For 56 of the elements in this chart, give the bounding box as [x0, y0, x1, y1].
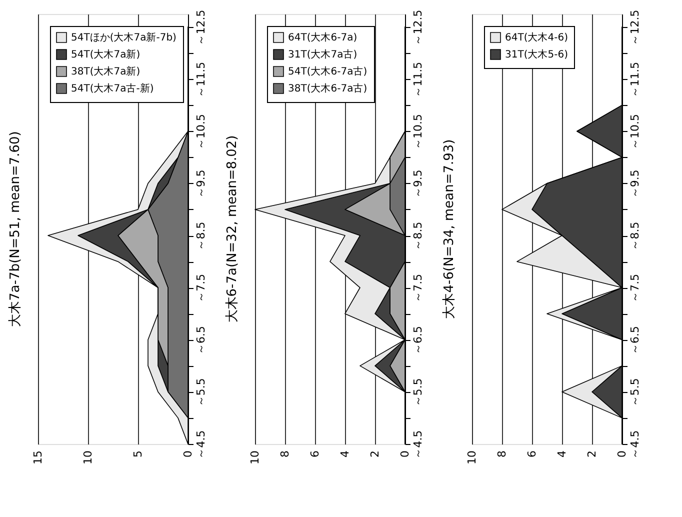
- x-tick-label: 8: [278, 450, 292, 458]
- x-tick-label: 0: [182, 450, 194, 458]
- y-tick-label: ～8.5: [412, 222, 424, 250]
- legend-label: 31T(大木7a古): [288, 48, 358, 60]
- x-tick-label: 2: [586, 450, 598, 458]
- y-tick-label: ～6.5: [194, 326, 208, 355]
- y-tick-label: ～12.5: [194, 10, 208, 46]
- x-tick-label: 5: [132, 450, 144, 458]
- y-tick-label: ～7.5: [628, 274, 642, 302]
- y-tick-label: ～6.5: [412, 326, 424, 355]
- y-tick-label: ～10.5: [628, 114, 642, 150]
- legend-label: 54T(大木6-7a古): [288, 66, 368, 78]
- legend-label: 31T(大木5-6): [505, 48, 568, 60]
- y-tick-label: ～4.5: [412, 430, 424, 459]
- y-tick-label: ～7.5: [412, 274, 424, 302]
- y-tick-label: ～11.5: [628, 62, 642, 98]
- legend-label: 38T(大木7a新): [71, 66, 140, 78]
- x-tick-label: 15: [32, 450, 44, 464]
- legend-label: 64T(大木6-7a): [288, 32, 358, 44]
- legend-label: 54Tほか(大木7a新-7b): [71, 32, 177, 44]
- x-tick-label: 6: [526, 450, 538, 458]
- legend-label: 38T(大木6-7a古): [288, 82, 368, 94]
- y-tick-label: ～8.5: [194, 222, 208, 250]
- y-tick-label: ～5.5: [194, 378, 208, 407]
- text: 大木4-6(N=34, mean=7.93): [442, 139, 457, 319]
- y-tick-label: ～11.5: [412, 62, 424, 98]
- legend-label: 54T(大木7a新): [71, 48, 140, 60]
- y-tick-label: ～4.5: [628, 430, 642, 459]
- y-tick-label: ～12.5: [628, 10, 642, 46]
- y-tick-label: ～10.5: [412, 114, 424, 150]
- y-tick-label: ～5.5: [628, 378, 642, 407]
- y-tick-label: ～5.5: [412, 378, 424, 407]
- legend-label: 64T(大木4-6): [505, 32, 568, 44]
- text: 大木6-7a(N=32, mean=8.02): [225, 135, 240, 323]
- y-tick-label: ～12.5: [412, 10, 424, 46]
- x-tick-label: 10: [248, 450, 262, 464]
- y-tick-label: ～11.5: [194, 62, 208, 98]
- y-tick-label: ～9.5: [194, 170, 208, 198]
- y-tick-label: ～9.5: [412, 170, 424, 198]
- y-tick-label: ～4.5: [194, 430, 208, 459]
- x-tick-label: 8: [496, 450, 508, 458]
- x-tick-label: 4: [338, 450, 352, 458]
- x-tick-label: 10: [82, 450, 94, 464]
- y-tick-label: ～7.5: [194, 274, 208, 302]
- y-tick-label: ～10.5: [194, 114, 208, 150]
- x-tick-label: 6: [308, 450, 322, 458]
- legend-label: 54T(大木7a古-新): [71, 82, 154, 94]
- text: 大木7a-7b(N=51, mean=7.60): [8, 131, 23, 327]
- y-tick-label: ～6.5: [628, 326, 642, 355]
- y-tick-label: ～8.5: [628, 222, 642, 250]
- x-tick-label: 0: [398, 450, 412, 458]
- x-tick-label: 0: [616, 450, 628, 458]
- x-tick-label: 2: [368, 450, 382, 458]
- y-tick-label: ～9.5: [628, 170, 642, 198]
- x-tick-label: 4: [556, 450, 568, 458]
- x-tick-label: 10: [466, 450, 478, 464]
